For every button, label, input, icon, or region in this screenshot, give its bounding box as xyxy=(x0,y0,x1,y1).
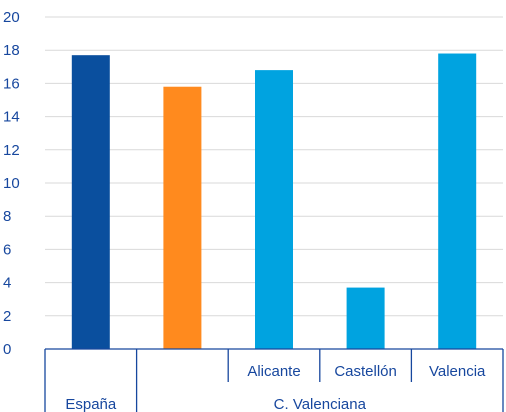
bar-4 xyxy=(346,287,385,349)
y-tick-label: 2 xyxy=(3,308,11,325)
y-tick-label: 10 xyxy=(3,175,20,192)
bar-5 xyxy=(438,53,477,350)
category-label: Castellón xyxy=(334,363,397,380)
bar-2 xyxy=(163,86,202,349)
group-label: España xyxy=(65,396,117,412)
y-axis-ticks: 0 2 4 6 8 10 12 14 16 18 20 xyxy=(3,9,20,358)
y-tick-label: 12 xyxy=(3,142,20,159)
category-axis: Alicante Castellón Valencia España C. Valenc… xyxy=(44,348,504,412)
bars xyxy=(71,53,477,350)
category-label: Alicante xyxy=(247,363,300,380)
y-tick-label: 18 xyxy=(3,42,20,59)
category-label: Valencia xyxy=(429,363,486,380)
group-label: C. Valenciana xyxy=(274,396,367,412)
y-tick-label: 14 xyxy=(3,109,20,126)
y-tick-label: 16 xyxy=(3,75,20,92)
bar-3 xyxy=(255,70,293,350)
y-tick-label: 0 xyxy=(3,341,11,358)
y-tick-label: 8 xyxy=(3,208,11,225)
bar-1 xyxy=(71,55,110,350)
y-tick-label: 6 xyxy=(3,241,11,258)
y-tick-label: 20 xyxy=(3,9,20,26)
y-tick-label: 4 xyxy=(3,275,11,292)
